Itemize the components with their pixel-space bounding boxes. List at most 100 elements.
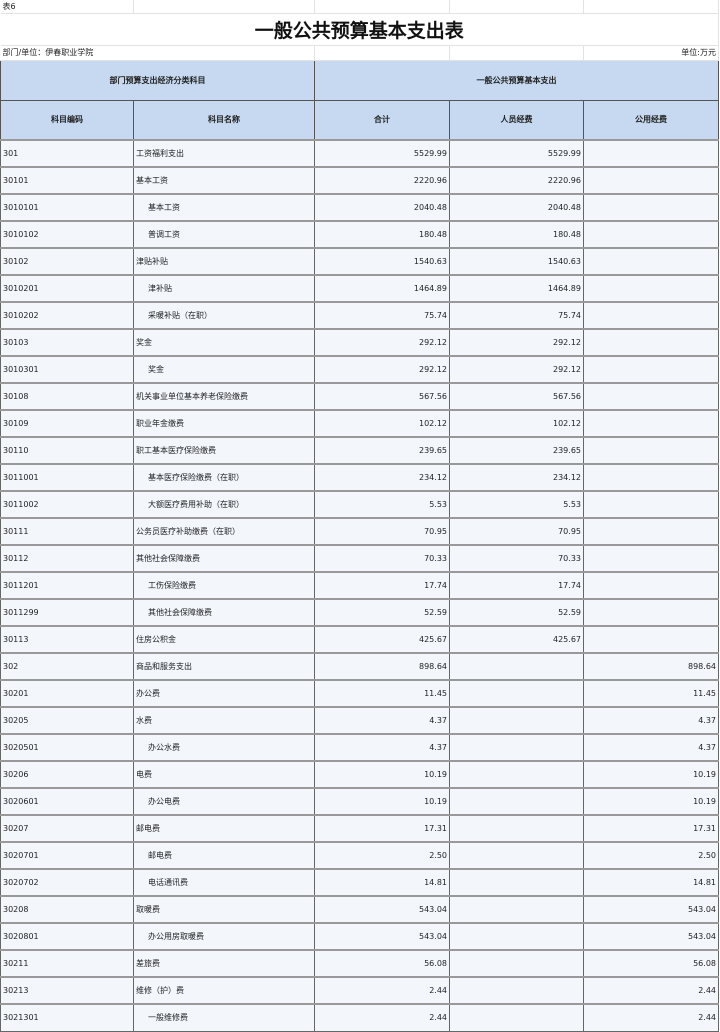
table-row: 3011299 其他社会保障缴费 52.59 52.59 [0,598,719,627]
cell-total: 14.81 [314,868,450,897]
table-row: 30208 取暖费 543.04 543.04 [0,895,719,924]
cell-name: 工伤保险缴费 [133,571,315,600]
table-row: 3010202 采暖补贴（在职） 75.74 75.74 [0,301,719,330]
cell-total: 10.19 [314,787,450,816]
cell-name: 机关事业单位基本养老保险缴费 [133,382,315,411]
cell-public [583,301,719,330]
cell-personnel [449,922,584,951]
table-row: 30112 其他社会保障缴费 70.33 70.33 [0,544,719,573]
cell-public: 11.45 [583,679,719,708]
table-row: 3010301 奖金 292.12 292.12 [0,355,719,384]
table-row: 302 商品和服务支出 898.64 898.64 [0,652,719,681]
cell-name: 津贴补贴 [133,247,315,276]
cell-personnel: 52.59 [449,598,584,627]
table-row: 3021301 一般维修费 2.44 2.44 [0,1003,719,1032]
cell-public: 4.37 [583,706,719,735]
cell-total: 52.59 [314,598,450,627]
cell-code: 30206 [0,760,134,789]
cell-total: 2.50 [314,841,450,870]
header-total: 合计 [314,99,450,141]
cell-total: 2220.96 [314,166,450,195]
cell-code: 3020801 [0,922,134,951]
cell-total: 234.12 [314,463,450,492]
table-row: 30102 津贴补贴 1540.63 1540.63 [0,247,719,276]
department-label: 部门/单位：伊春职业学院 [0,45,315,61]
cell-total: 2.44 [314,976,450,1005]
cell-name: 邮电费 [133,841,315,870]
cell-code: 30213 [0,976,134,1005]
cell-name: 商品和服务支出 [133,652,315,681]
cell-personnel: 292.12 [449,328,584,357]
cell-personnel: 2220.96 [449,166,584,195]
cell-public: 898.64 [583,652,719,681]
cell-name: 普调工资 [133,220,315,249]
cell-personnel [449,895,584,924]
table-row: 30213 维修（护）费 2.44 2.44 [0,976,719,1005]
cell-name: 电费 [133,760,315,789]
unit-row: 部门/单位：伊春职业学院 单位:万元 [0,45,719,61]
cell-code: 30108 [0,382,134,411]
header-public: 公用经费 [583,99,719,141]
cell-name: 差旅费 [133,949,315,978]
cell-total: 898.64 [314,652,450,681]
cell-code: 3011002 [0,490,134,519]
cell-name: 基本工资 [133,193,315,222]
table-row: 30205 水费 4.37 4.37 [0,706,719,735]
table-row: 30103 奖金 292.12 292.12 [0,328,719,357]
cell-code: 30109 [0,409,134,438]
cell-code: 3010301 [0,355,134,384]
cell-total: 56.08 [314,949,450,978]
table-row: 30113 住房公积金 425.67 425.67 [0,625,719,654]
cell-public [583,220,719,249]
table-number: 表6 [0,0,134,14]
table-row: 301 工资福利支出 5529.99 5529.99 [0,139,719,168]
cell-code: 30110 [0,436,134,465]
cell-code: 3020501 [0,733,134,762]
cell-total: 75.74 [314,301,450,330]
cell-code: 3010201 [0,274,134,303]
cell-public [583,382,719,411]
cell-code: 3011299 [0,598,134,627]
cell-name: 奖金 [133,355,315,384]
cell-personnel: 17.74 [449,571,584,600]
cell-total: 11.45 [314,679,450,708]
cell-name: 职业年金缴费 [133,409,315,438]
cell-personnel: 180.48 [449,220,584,249]
cell-personnel [449,976,584,1005]
cell-name: 其他社会保障缴费 [133,544,315,573]
cell-personnel: 292.12 [449,355,584,384]
cell-public [583,409,719,438]
cell-code: 30207 [0,814,134,843]
table-row: 3020701 邮电费 2.50 2.50 [0,841,719,870]
cell-code: 30208 [0,895,134,924]
cell-personnel: 1464.89 [449,274,584,303]
cell-total: 4.37 [314,733,450,762]
cell-personnel: 239.65 [449,436,584,465]
cell-code: 30111 [0,517,134,546]
cell-code: 3020601 [0,787,134,816]
table-row: 30111 公务员医疗补助缴费（在职） 70.95 70.95 [0,517,719,546]
cell-total: 543.04 [314,895,450,924]
table-row: 30201 办公费 11.45 11.45 [0,679,719,708]
cell-public [583,247,719,276]
cell-name: 办公用房取暖费 [133,922,315,951]
cell-public: 2.44 [583,976,719,1005]
cell-public: 14.81 [583,868,719,897]
table-row: 30108 机关事业单位基本养老保险缴费 567.56 567.56 [0,382,719,411]
cell-name: 水费 [133,706,315,735]
cell-code: 30205 [0,706,134,735]
cell-public [583,355,719,384]
cell-total: 10.19 [314,760,450,789]
cell-name: 办公费 [133,679,315,708]
cell-personnel [449,1003,584,1032]
cell-public [583,436,719,465]
cell-total: 180.48 [314,220,450,249]
cell-public [583,328,719,357]
cell-code: 3011201 [0,571,134,600]
cell-name: 采暖补贴（在职） [133,301,315,330]
cell-public: 2.50 [583,841,719,870]
cell-public: 4.37 [583,733,719,762]
table-row: 30110 职工基本医疗保险缴费 239.65 239.65 [0,436,719,465]
cell-public [583,139,719,168]
cell-name: 办公电费 [133,787,315,816]
